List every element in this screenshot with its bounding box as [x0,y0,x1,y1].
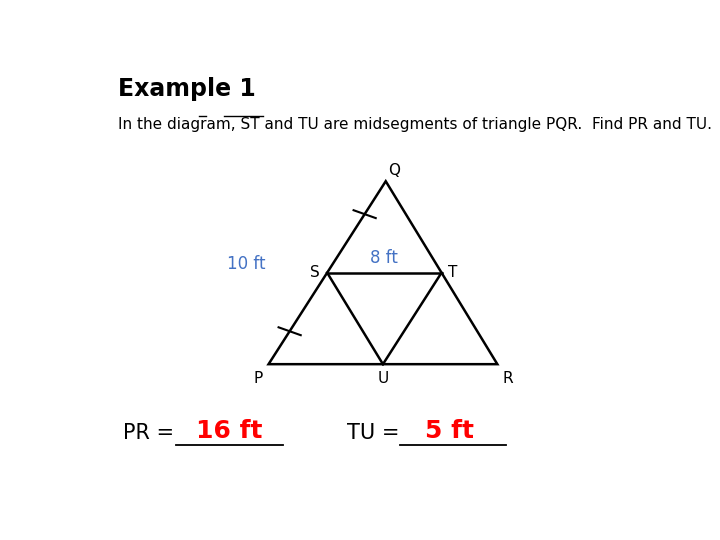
Text: 16 ft: 16 ft [197,418,263,443]
Text: Q: Q [388,163,400,178]
Text: TU =: TU = [347,423,406,443]
Text: P: P [254,371,263,386]
Text: 8 ft: 8 ft [370,249,398,267]
Text: PR =: PR = [124,423,181,443]
Text: Example 1: Example 1 [118,77,256,102]
Text: U: U [377,371,389,386]
Text: S: S [310,265,320,280]
Text: 5 ft: 5 ft [426,418,474,443]
Text: T: T [448,265,457,280]
Text: 10 ft: 10 ft [227,255,266,273]
Text: R: R [502,371,513,386]
Text: In the diagram, ST and TU are midsegments of triangle PQR.  Find PR and TU.: In the diagram, ST and TU are midsegment… [118,117,712,132]
